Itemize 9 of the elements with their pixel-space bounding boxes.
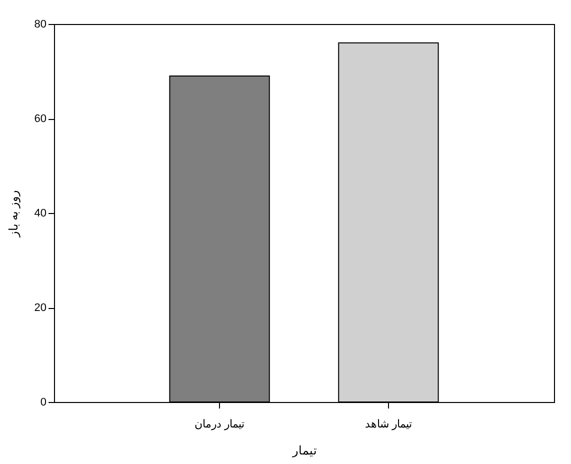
y-axis-title: روز به باز bbox=[6, 190, 20, 238]
y-tick-label: 20 bbox=[34, 302, 46, 314]
y-tick-label: 80 bbox=[34, 18, 46, 30]
x-axis-title: تیمار bbox=[292, 444, 316, 458]
x-tick-label: تیمار درمان bbox=[194, 418, 245, 430]
y-tick-label: 0 bbox=[40, 396, 46, 408]
y-tick-label: 60 bbox=[34, 113, 46, 125]
x-tick-label: تیمار شاهد bbox=[364, 418, 412, 430]
y-tick-label: 40 bbox=[34, 208, 46, 220]
